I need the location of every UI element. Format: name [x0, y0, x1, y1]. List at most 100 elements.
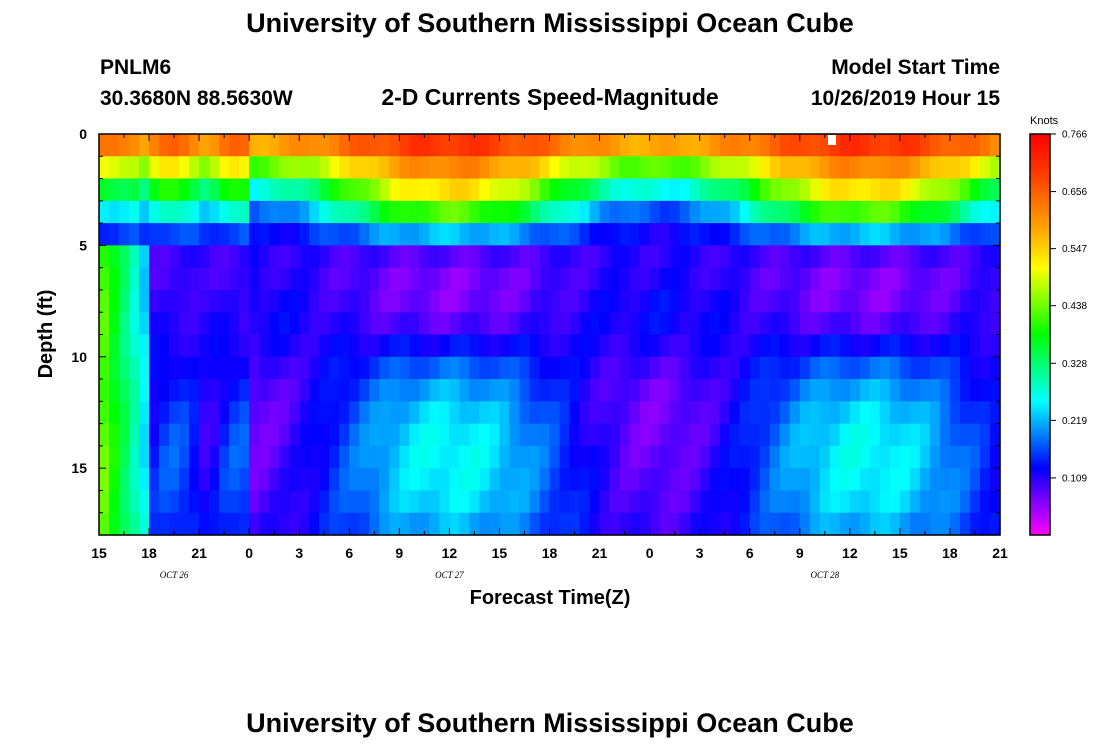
heatmap-cell	[319, 379, 330, 402]
heatmap-cell	[659, 356, 671, 380]
heatmap-cell	[899, 178, 911, 202]
heatmap-cell	[239, 245, 250, 269]
heatmap-cell	[379, 445, 390, 469]
heatmap-cell	[919, 401, 931, 425]
heatmap-cell	[289, 468, 300, 492]
heatmap-cell	[519, 423, 531, 447]
heatmap-cell	[609, 156, 621, 180]
heatmap-cell	[719, 356, 731, 380]
heatmap-cell	[199, 423, 210, 447]
heatmap-cell	[419, 512, 430, 536]
heatmap-cell	[679, 223, 691, 246]
colorbar-label: 0.438	[1062, 301, 1087, 312]
heatmap-cell	[249, 423, 260, 447]
heatmap-cell	[469, 334, 481, 358]
heatmap-cell	[379, 289, 390, 313]
heatmap-cell	[909, 156, 921, 180]
heatmap-cell	[629, 245, 641, 269]
heatmap-cell	[649, 267, 661, 291]
x-tick-label: 15	[91, 545, 107, 561]
heatmap-cell	[219, 490, 230, 514]
heatmap-cell	[769, 334, 781, 358]
heatmap-cell	[839, 334, 851, 358]
heatmap-cell	[879, 289, 891, 313]
heatmap-cell	[959, 401, 971, 425]
heatmap-cell	[659, 379, 671, 402]
x-tick-label: 21	[992, 545, 1008, 561]
heatmap-cell	[719, 490, 731, 514]
heatmap-cell	[709, 423, 721, 447]
heatmap-cell	[309, 156, 320, 180]
heatmap-cell	[249, 156, 260, 180]
heatmap-cell	[559, 200, 571, 224]
heatmap-cell	[149, 178, 160, 202]
heatmap-cell	[549, 512, 561, 536]
heatmap-cell	[969, 312, 981, 336]
heatmap-cell	[869, 312, 881, 336]
heatmap-cell	[179, 312, 190, 336]
heatmap-cell	[549, 134, 561, 157]
heatmap-cell	[449, 134, 460, 157]
heatmap-cell	[779, 200, 791, 224]
heatmap-cell	[269, 512, 280, 536]
heatmap-cell	[129, 312, 140, 336]
heatmap-cell	[569, 401, 581, 425]
heatmap-cell	[759, 267, 771, 291]
heatmap-cell	[539, 423, 551, 447]
heatmap-cell	[359, 423, 370, 447]
heatmap-cell	[629, 156, 641, 180]
heatmap-cell	[329, 379, 340, 402]
heatmap-cell	[119, 468, 130, 492]
heatmap-cell	[819, 445, 831, 469]
heatmap-cell	[939, 401, 951, 425]
heatmap-cell	[269, 178, 280, 202]
heatmap-cell	[569, 245, 581, 269]
heatmap-cell	[939, 512, 951, 536]
heatmap-cell	[509, 356, 521, 380]
heatmap-cell	[879, 200, 891, 224]
heatmap-cell	[789, 156, 801, 180]
heatmap-cell	[619, 468, 631, 492]
heatmap-cell	[219, 334, 230, 358]
heatmap-cell	[869, 490, 881, 514]
heatmap-cell	[159, 134, 170, 157]
heatmap-cell	[959, 200, 971, 224]
heatmap-cell	[499, 289, 511, 313]
heatmap-cell	[989, 156, 1001, 180]
heatmap-cell	[329, 312, 340, 336]
heatmap-cell	[309, 490, 320, 514]
heatmap-cell	[379, 468, 390, 492]
heatmap-cell	[859, 178, 871, 202]
heatmap-cell	[909, 134, 921, 157]
heatmap-cell	[819, 468, 831, 492]
heatmap-cell	[929, 223, 941, 246]
heatmap-cell	[179, 379, 190, 402]
heatmap-cell	[699, 334, 711, 358]
heatmap-cell	[159, 289, 170, 313]
heatmap-cell	[219, 445, 230, 469]
y-tick-label: 5	[79, 237, 87, 253]
heatmap-cell	[269, 156, 280, 180]
heatmap-cell	[719, 423, 731, 447]
heatmap-cell	[209, 223, 220, 246]
heatmap-cell	[799, 200, 811, 224]
heatmap-cell	[979, 245, 991, 269]
heatmap-cell	[289, 223, 300, 246]
heatmap-cell	[449, 445, 460, 469]
heatmap-cell	[959, 468, 971, 492]
heatmap-cell	[649, 178, 661, 202]
heatmap-cell	[949, 468, 961, 492]
heatmap-cell	[719, 267, 731, 291]
heatmap-cell	[749, 356, 761, 380]
heatmap-cell	[609, 200, 621, 224]
heatmap-cell	[339, 356, 350, 380]
heatmap-cell	[599, 468, 611, 492]
heatmap-cell	[379, 200, 390, 224]
heatmap-cell	[539, 156, 551, 180]
heatmap-cell	[399, 490, 410, 514]
heatmap-cell	[549, 356, 561, 380]
heatmap-cell	[799, 245, 811, 269]
heatmap-cell	[279, 289, 290, 313]
heatmap-cell	[899, 334, 911, 358]
heatmap-cell	[739, 156, 751, 180]
